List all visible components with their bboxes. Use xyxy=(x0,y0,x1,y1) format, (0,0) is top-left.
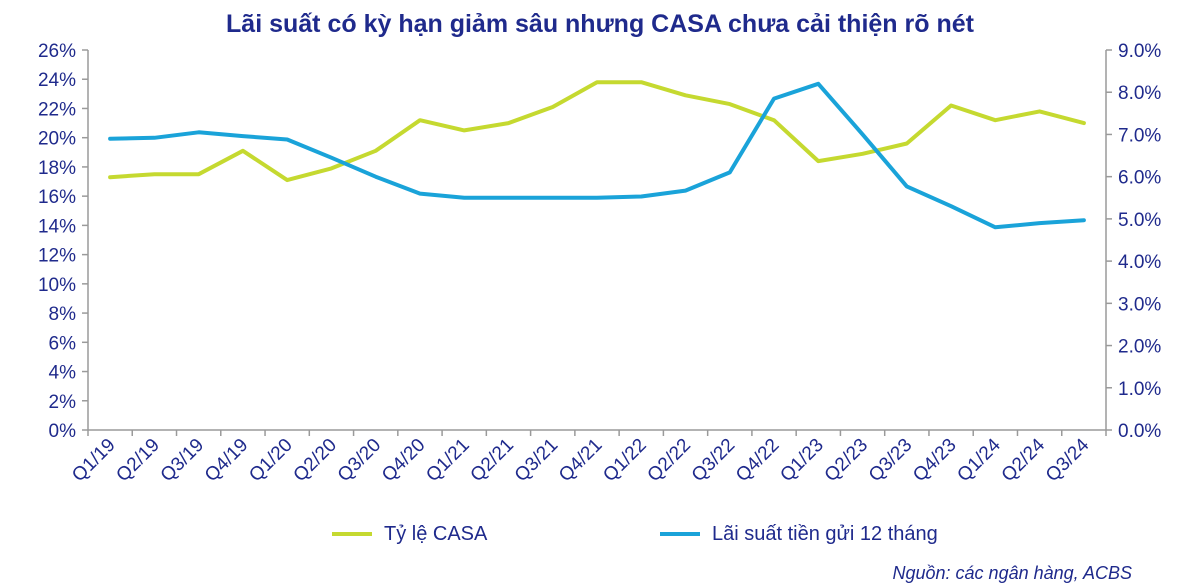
y-right-tick-label: 6.0% xyxy=(1118,168,1161,189)
series-layer xyxy=(108,80,1086,230)
y-left-tick-label: 6% xyxy=(49,333,77,354)
x-tick-label: Q3/20 xyxy=(334,435,385,486)
x-tick-label: Q3/21 xyxy=(511,435,562,486)
series-line-casa xyxy=(108,80,1086,183)
x-tick-label: Q1/20 xyxy=(245,435,296,486)
y-left-tick-label: 20% xyxy=(38,129,76,150)
x-tick-labels: Q1/19Q2/19Q3/19Q4/19Q1/20Q2/20Q3/20Q4/20… xyxy=(68,434,1093,486)
x-tick-label: Q2/21 xyxy=(467,435,518,486)
x-tick-label: Q4/23 xyxy=(909,435,960,486)
x-tick-label: Q4/20 xyxy=(378,435,429,486)
y-left-tick-label: 2% xyxy=(49,392,77,413)
y-left-tick-label: 0% xyxy=(49,421,77,442)
x-tick-label: Q2/23 xyxy=(821,435,872,486)
y-left-tick-label: 24% xyxy=(38,70,76,91)
y-right-tick-label: 1.0% xyxy=(1118,379,1161,400)
y-left-tick-label: 8% xyxy=(49,304,77,325)
x-tick-label: Q3/22 xyxy=(688,435,739,486)
y-right-tick-label: 8.0% xyxy=(1118,83,1161,104)
legend-item-casa: Tỷ lệ CASA xyxy=(332,522,487,546)
y-right-tick-label: 7.0% xyxy=(1118,125,1161,146)
x-tick-label: Q2/22 xyxy=(644,435,695,486)
y-left-tick-label: 14% xyxy=(38,216,76,237)
y-right-tick-label: 4.0% xyxy=(1118,252,1161,273)
axes-layer: 0% 2% 4% 6% 8% 10% 12% 14% 16% 18% 20% 22% 24% 26% 0.0… xyxy=(38,41,1161,442)
x-tick-label: Q1/19 xyxy=(68,435,119,486)
y-left-tick-label: 16% xyxy=(38,187,76,208)
x-tick-label: Q1/22 xyxy=(599,435,650,486)
x-tick-label: Q1/21 xyxy=(422,435,473,486)
x-tick-label: Q1/23 xyxy=(776,435,827,486)
x-tick-label: Q4/19 xyxy=(201,435,252,486)
x-tick-label: Q4/21 xyxy=(555,435,606,486)
x-tick-label: Q1/24 xyxy=(953,434,1005,486)
legend-label-casa: Tỷ lệ CASA xyxy=(384,522,488,545)
y-left-tick-label: 4% xyxy=(49,363,77,384)
series-line-deposit-rate xyxy=(108,81,1086,230)
legend-swatch-casa xyxy=(332,532,372,536)
y-right-tick-label: 9.0% xyxy=(1118,41,1161,62)
y-left-tick-label: 18% xyxy=(38,158,76,179)
source-note: Nguồn: các ngân hàng, ACBS xyxy=(892,563,1133,583)
x-tick-label: Q3/24 xyxy=(1042,434,1094,486)
y-right-tick-label: 3.0% xyxy=(1118,294,1161,315)
y-left-tick-label: 10% xyxy=(38,275,76,296)
legend-item-deposit-rate: Lãi suất tiền gửi 12 tháng xyxy=(660,522,938,546)
x-tick-label: Q2/24 xyxy=(998,434,1050,486)
legend-label-deposit-rate: Lãi suất tiền gửi 12 tháng xyxy=(712,522,938,545)
x-tick-label: Q2/20 xyxy=(290,435,341,486)
x-tick-label: Q4/22 xyxy=(732,435,783,486)
x-tick-label: Q2/19 xyxy=(112,435,163,486)
y-right-tick-label: 5.0% xyxy=(1118,210,1161,231)
x-tick-label: Q3/19 xyxy=(157,435,208,486)
y-left-tick-label: 26% xyxy=(38,41,76,62)
y-left-tick-label: 12% xyxy=(38,246,76,267)
chart-title: Lãi suất có kỳ hạn giảm sâu nhưng CASA c… xyxy=(226,10,974,38)
legend-swatch-deposit-rate xyxy=(660,532,700,536)
y-right-tick-label: 0.0% xyxy=(1118,421,1161,442)
y-right-tick-label: 2.0% xyxy=(1118,337,1161,358)
x-tick-label: Q3/23 xyxy=(865,435,916,486)
y-left-tick-label: 22% xyxy=(38,99,76,120)
